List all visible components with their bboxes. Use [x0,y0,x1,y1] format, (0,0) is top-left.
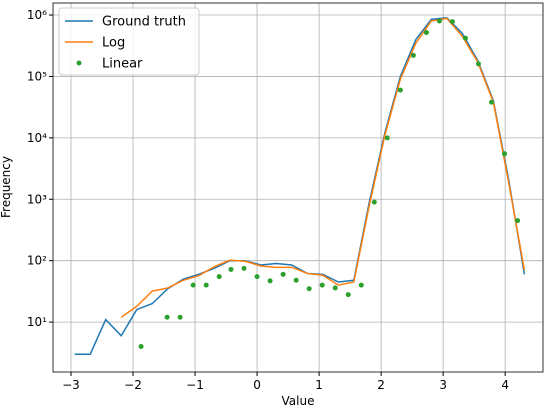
point [371,199,377,205]
x-tick-label: 4 [501,378,509,392]
point [280,271,286,277]
point [345,292,351,298]
y-tick-label: 10¹ [27,315,47,329]
plot-frame [52,2,544,373]
legend-marker [76,60,82,66]
point [436,18,442,24]
y-tick-label: 10² [27,254,47,268]
x-tick-label: 0 [253,378,261,392]
point [203,282,209,288]
point [267,278,273,284]
point [462,35,468,41]
point [216,274,222,280]
point [190,282,196,288]
legend: Ground truth Log Linear [58,7,200,76]
y-tick-label: 10⁵ [27,69,47,83]
point [502,151,508,157]
point [475,61,481,67]
x-tick-label: 2 [377,378,385,392]
point [306,286,312,292]
legend-box [58,7,200,76]
point [138,344,144,350]
point [384,135,390,141]
point [410,52,416,58]
legend-label: Ground truth [102,15,186,30]
point [254,274,260,280]
point [332,285,338,291]
point [293,277,299,283]
legend-label: Linear [102,57,143,72]
point [164,314,170,320]
point [515,218,521,224]
point [449,19,455,25]
point [489,99,495,105]
y-tick-label: 10⁶ [27,8,47,22]
point [397,87,403,93]
x-tick-label: −2 [124,378,142,392]
point [423,29,429,35]
point [177,314,183,320]
x-axis-label: Value [282,394,315,408]
point [228,266,234,272]
x-tick-label: 1 [315,378,323,392]
point [241,265,247,271]
x-tick-label: −3 [62,378,80,392]
legend-label: Log [102,36,125,51]
series-line [120,17,526,318]
y-tick-label: 10³ [27,192,47,206]
y-axis-label: Frequency [0,156,13,218]
y-tick-label: 10⁴ [27,131,47,145]
x-tick-label: 3 [439,378,447,392]
point [319,282,325,288]
x-tick-label: −1 [186,378,204,392]
point [358,282,364,288]
